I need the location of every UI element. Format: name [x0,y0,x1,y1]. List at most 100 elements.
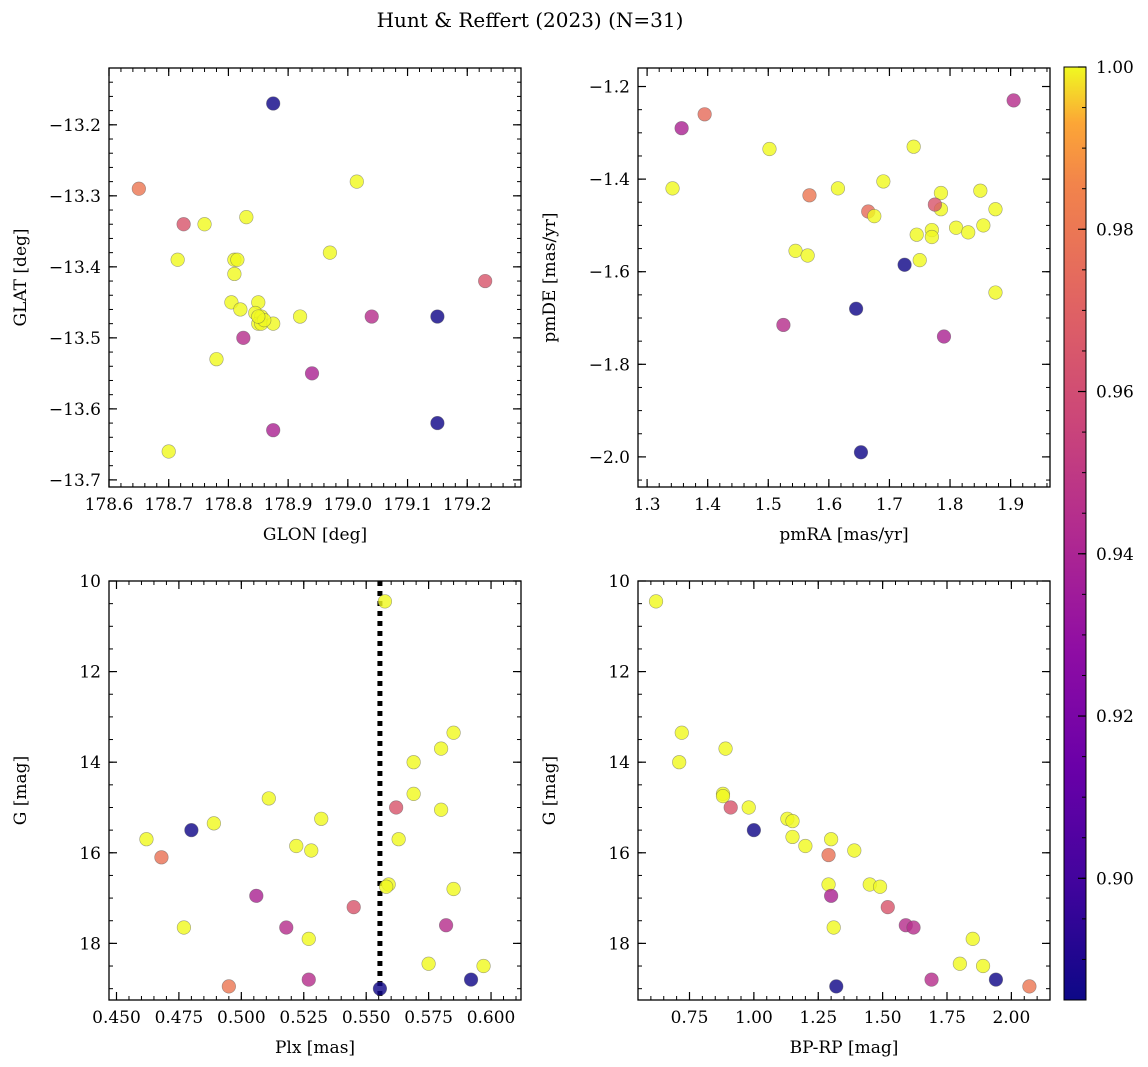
x-axis-label: GLON [deg] [263,525,367,545]
y-tick-label: 12 [79,663,101,683]
data-point [741,800,756,815]
data-point [762,141,777,157]
data-point [154,850,169,865]
data-point [430,309,445,324]
data-point [391,832,406,847]
colorbar-tick-label: 0.96 [1096,383,1134,403]
data-point [906,139,921,154]
data-point [849,301,864,316]
x-tick-label: 179.1 [383,495,432,515]
x-tick-label: 0.550 [342,1008,391,1028]
data-point [897,257,912,272]
y-tick-label: 16 [79,844,101,864]
data-point [251,309,266,324]
data-point [438,918,454,933]
y-tick-label: −13.2 [49,116,101,136]
y-axis-label: pmDE [mas/yr] [540,212,560,342]
x-tick-label: 0.500 [217,1008,266,1028]
data-point [301,931,316,946]
data-point [261,791,276,806]
x-tick-label: 179.2 [443,495,492,515]
data-point [131,181,146,196]
data-point [830,181,846,196]
data-point [433,802,449,817]
data-point [372,981,388,996]
y-tick-label: −1.6 [589,263,630,283]
data-point [906,920,921,935]
y-tick-label: −2.0 [589,448,630,468]
axes-frame [108,67,522,488]
data-point [824,888,839,903]
data-point [800,248,815,263]
data-point [988,202,1003,217]
data-point [304,843,319,858]
data-point [872,879,888,894]
data-point [876,174,891,189]
data-point [723,800,738,815]
data-point [672,755,687,770]
y-tick-label: 14 [79,753,101,773]
data-point [798,838,813,854]
data-point [446,725,461,740]
data-point [266,423,281,438]
data-point [975,958,991,974]
data-point [197,217,212,232]
y-tick-label: −13.3 [49,187,101,207]
y-tick-label: 18 [608,934,630,954]
y-tick-label: 12 [608,663,630,683]
x-tick-label: 1.9 [997,495,1024,515]
data-point [279,920,294,935]
y-tick-label: −13.7 [49,471,101,491]
data-point [389,800,404,815]
data-point [802,188,817,203]
x-tick-label: 1.50 [864,1008,902,1028]
data-point [406,755,421,770]
x-tick-label: 1.6 [815,495,842,515]
x-tick-label: 179.0 [324,495,373,515]
colorbar-tick-label: 1.00 [1096,58,1134,78]
data-point [206,816,221,831]
data-point [1006,93,1021,108]
data-point [176,217,191,232]
data-point [776,317,791,333]
data-point [314,811,329,826]
data-point [824,832,839,847]
data-point [478,273,493,289]
x-tick-label: 1.7 [876,495,903,515]
y-tick-label: −13.4 [49,258,101,278]
data-point [421,956,436,971]
figure-title: Hunt & Reffert (2023) (N=31) [377,8,684,32]
panel-bprp-g: 0.75 1.00 1.25 1.50 1.75 2.00 10 12 14 16 18 BP-RP … [540,572,1051,1058]
data-point [853,445,869,460]
axes-frame [108,580,522,1001]
data-point [912,253,927,268]
y-tick-label: 14 [608,753,630,773]
x-tick-label: 0.575 [404,1008,453,1028]
x-tick-label: 1.5 [755,495,782,515]
data-point [924,972,939,987]
axes-frame [637,67,1051,488]
colorbar-tick-label: 0.90 [1096,869,1134,889]
colorbar: 0.90 0.92 0.94 0.96 0.98 1.00 [1063,58,1134,1001]
x-axis-label: pmRA [mas/yr] [779,525,908,545]
data-point [988,285,1003,300]
x-axis-label: BP-RP [mag] [790,1038,899,1058]
data-point [785,829,800,845]
data-point [909,227,924,242]
data-point [821,847,836,863]
data-point [346,900,361,915]
data-point [446,881,461,897]
data-point [292,309,308,324]
panel-plx-g: 0.450 0.475 0.500 0.525 0.550 0.575 0.600 10 12 1… [11,572,522,1058]
y-tick-label: −13.6 [49,400,101,420]
data-point [221,979,236,994]
y-tick-label: 10 [608,572,630,592]
data-point [476,958,491,974]
data-point [176,920,192,935]
data-point [230,252,245,267]
data-point [233,302,248,317]
colorbar-tick-label: 0.98 [1096,220,1134,240]
data-point [924,229,939,245]
data-point [1022,979,1037,994]
